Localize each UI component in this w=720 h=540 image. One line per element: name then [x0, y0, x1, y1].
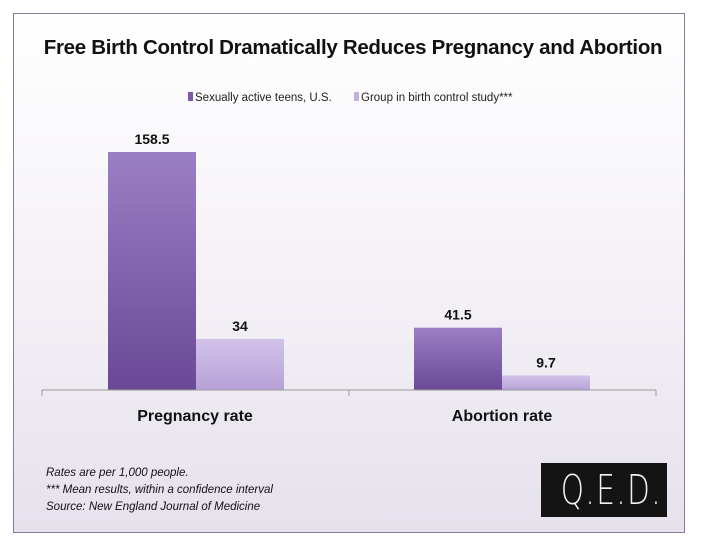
bar-1-abortion-rate — [414, 327, 502, 390]
bar-2-abortion-rate — [502, 375, 590, 390]
legend: Sexually active teens, U.S. Group in birt… — [188, 92, 513, 104]
category-label-pregnancy-rate: Pregnancy rate — [137, 408, 253, 425]
footnote-confidence: *** Mean results, within a confidence in… — [46, 484, 273, 496]
legend-swatch-1 — [188, 92, 193, 101]
footnotes: Rates are per 1,000 people. *** Mean res… — [46, 465, 273, 516]
legend-swatch-2 — [354, 92, 359, 101]
value-label-2-abortion-rate: 9.7 — [536, 354, 556, 370]
footnote-rates: Rates are per 1,000 people. — [46, 467, 189, 479]
bar-2-pregnancy-rate — [196, 338, 284, 390]
qed-logo-text: Q.E.D. — [560, 466, 663, 514]
value-label-1-pregnancy-rate: 158.5 — [134, 131, 169, 147]
legend-label-2: Group in birth control study*** — [361, 92, 513, 104]
qed-logo: Q.E.D. — [541, 463, 667, 517]
legend-label-1: Sexually active teens, U.S. — [195, 92, 332, 104]
footnote-source: Source: New England Journal of Medicine — [46, 501, 261, 513]
bar-1-pregnancy-rate — [108, 152, 196, 390]
chart-title: Free Birth Control Dramatically Reduces … — [43, 36, 663, 59]
value-label-2-pregnancy-rate: 34 — [232, 318, 248, 334]
category-label-abortion-rate: Abortion rate — [452, 408, 553, 425]
value-label-1-abortion-rate: 41.5 — [444, 307, 471, 323]
